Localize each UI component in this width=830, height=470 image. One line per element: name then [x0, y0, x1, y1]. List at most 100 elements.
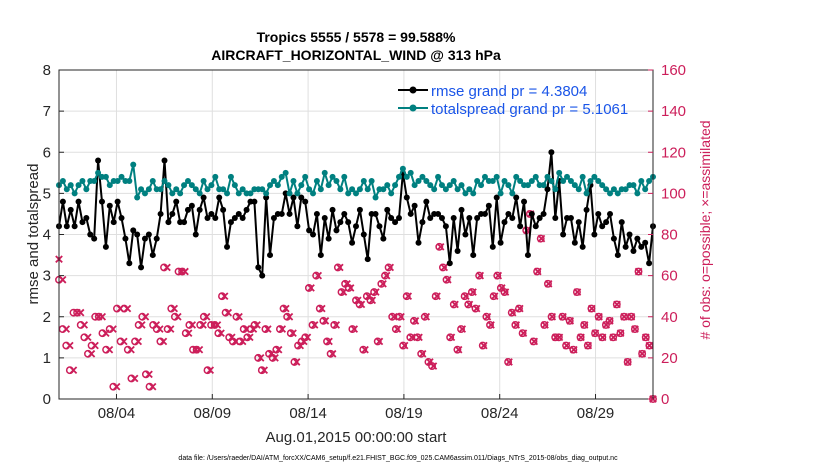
obs-possible-marker: [337, 288, 346, 297]
series-point-rmse: [466, 215, 473, 222]
obs-assimilated-marker: [627, 312, 636, 321]
series-point-totalspread: [368, 178, 375, 185]
obs-assimilated-marker: [605, 317, 614, 325]
obs-assimilated-marker: [454, 345, 463, 354]
x-tick-label: 08/14: [289, 405, 327, 422]
obs-possible-marker: [638, 349, 647, 358]
obs-assimilated-marker: [580, 321, 589, 329]
series-point-rmse: [224, 243, 231, 250]
y-tick-label: 4: [43, 227, 51, 244]
series-point-totalspread: [642, 186, 649, 193]
series-point-totalspread: [79, 178, 86, 185]
series-point-totalspread: [552, 186, 559, 193]
series-point-rmse: [102, 243, 109, 250]
series-point-totalspread: [212, 173, 219, 180]
series-point-totalspread: [610, 186, 617, 193]
series-point-totalspread: [395, 173, 402, 180]
series-point-rmse: [454, 247, 461, 254]
series-point-totalspread: [329, 173, 336, 180]
obs-assimilated-marker: [325, 337, 333, 346]
series-point-rmse: [544, 186, 551, 193]
series-point-rmse: [622, 243, 629, 250]
series-point-totalspread: [173, 186, 180, 193]
series-point-rmse: [497, 239, 504, 246]
obs-possible-marker: [583, 341, 592, 350]
series-point-totalspread: [411, 182, 418, 189]
series-point-totalspread: [231, 182, 238, 189]
series-point-rmse: [489, 243, 496, 250]
obs-assimilated-marker: [271, 354, 279, 362]
obs-possible-marker: [428, 362, 437, 371]
obs-assimilated-marker: [451, 300, 459, 309]
obs-possible-marker: [446, 333, 455, 342]
series-point-rmse: [607, 210, 614, 217]
series-point-totalspread: [403, 173, 410, 180]
obs-assimilated-marker: [584, 341, 593, 350]
obs-possible-marker: [399, 341, 408, 350]
series-point-totalspread: [337, 186, 344, 193]
obs-assimilated-marker: [555, 333, 564, 342]
obs-assimilated-marker: [224, 308, 233, 317]
series-point-totalspread: [356, 186, 363, 193]
series-point-totalspread: [169, 190, 176, 197]
obs-possible-marker: [569, 345, 578, 354]
obs-possible-marker: [540, 321, 549, 329]
series-point-rmse: [517, 223, 524, 230]
series-point-totalspread: [532, 173, 539, 180]
obs-assimilated-marker: [371, 288, 380, 296]
y-axis-label-right: # of obs: o=possible; ×=assimilated: [697, 120, 713, 339]
obs-assimilated-marker: [112, 382, 121, 391]
series-point-totalspread: [325, 182, 332, 189]
series-point-totalspread: [540, 182, 547, 189]
series-point-rmse: [227, 219, 234, 226]
series-point-totalspread: [126, 178, 133, 185]
series-point-totalspread: [278, 173, 285, 180]
series-point-rmse: [513, 194, 520, 201]
data-file-footnote: data file: /Users/raeder/DAI/ATM_forcXX/…: [178, 455, 618, 462]
series-point-rmse: [290, 194, 297, 201]
series-point-rmse: [376, 223, 383, 230]
series-point-totalspread: [333, 178, 340, 185]
obs-possible-marker: [533, 267, 542, 276]
series-point-totalspread: [524, 182, 531, 189]
axis-ticks: 08/04 08/09 08/14 08/19 08/24 08/290123456780…: [43, 62, 686, 422]
series-point-rmse: [505, 210, 512, 217]
obs-assimilated-marker: [116, 304, 125, 313]
obs-assimilated-marker: [559, 312, 567, 321]
series-point-totalspread: [474, 178, 481, 185]
series-point-rmse: [259, 272, 266, 279]
series-point-rmse: [192, 231, 199, 238]
obs-assimilated-marker: [260, 366, 269, 375]
obs-possible-marker: [504, 358, 513, 366]
obs-possible-marker: [612, 300, 621, 309]
series-point-totalspread: [95, 169, 102, 176]
obs-assimilated-marker: [490, 292, 499, 301]
series-point-rmse: [474, 215, 481, 222]
series-point-rmse: [153, 235, 160, 242]
obs-assimilated-marker: [616, 329, 625, 338]
obs-assimilated-marker: [530, 337, 539, 346]
series-point-totalspread: [141, 190, 148, 197]
series-point-totalspread: [431, 186, 438, 193]
obs-possible-marker: [605, 316, 614, 325]
series-point-rmse: [181, 219, 188, 226]
series-point-rmse: [638, 243, 645, 250]
series-point-totalspread: [188, 182, 195, 189]
series-point-totalspread: [583, 190, 590, 197]
obs-assimilated-marker: [487, 321, 495, 329]
series-point-rmse: [157, 210, 164, 217]
series-point-totalspread: [454, 186, 461, 193]
series-point-rmse: [278, 210, 285, 217]
obs-assimilated-marker: [195, 345, 204, 354]
series-point-rmse: [614, 252, 621, 259]
obs-assimilated-marker: [397, 312, 405, 321]
obs-possible-marker: [348, 325, 357, 334]
series-point-totalspread: [399, 165, 406, 172]
y-right-tick-label: 20: [661, 350, 678, 367]
series-point-rmse: [95, 157, 102, 164]
y-right-tick-label: 140: [661, 103, 686, 120]
obs-assimilated-marker: [274, 345, 283, 354]
series-point-totalspread: [157, 186, 164, 193]
series-point-totalspread: [587, 178, 594, 185]
obs-assimilated-marker: [314, 271, 323, 280]
